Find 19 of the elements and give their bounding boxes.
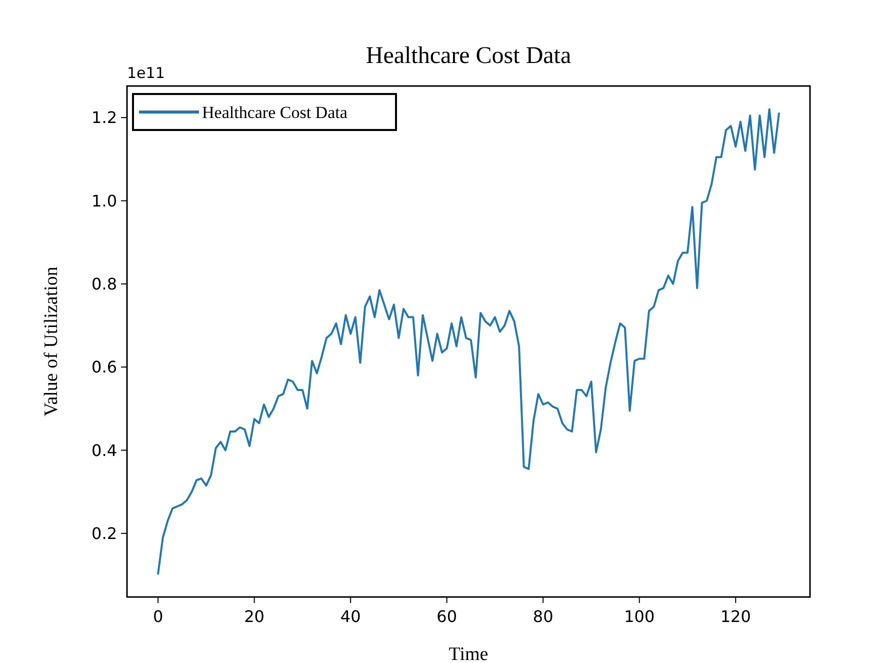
x-tick-label: 40: [340, 607, 361, 626]
x-tick-label: 0: [152, 607, 164, 626]
y-tick-label: 0.8: [92, 274, 117, 294]
y-tick-label: 0.2: [92, 524, 117, 543]
y-axis-title: Value of Utilization: [41, 266, 62, 416]
x-tick-label: 60: [436, 607, 458, 626]
x-tick-label: 80: [532, 607, 554, 626]
y-tick-label: 0.6: [92, 358, 117, 377]
legend-label: Healthcare Cost Data: [202, 102, 348, 122]
line-series: [157, 108, 780, 575]
x-tick-label: 100: [624, 607, 655, 626]
y-tick-label: 1.2: [92, 108, 117, 128]
x-axis-title: Time: [448, 644, 488, 663]
text: 1e11: [127, 64, 165, 82]
y-tick-label: 0.4: [92, 440, 117, 460]
chart-title: Healthcare Cost Data: [366, 43, 572, 69]
x-tick-label: 20: [244, 607, 264, 626]
x-tick-label: 120: [720, 607, 751, 626]
y-tick-label: 1.0: [92, 191, 117, 210]
